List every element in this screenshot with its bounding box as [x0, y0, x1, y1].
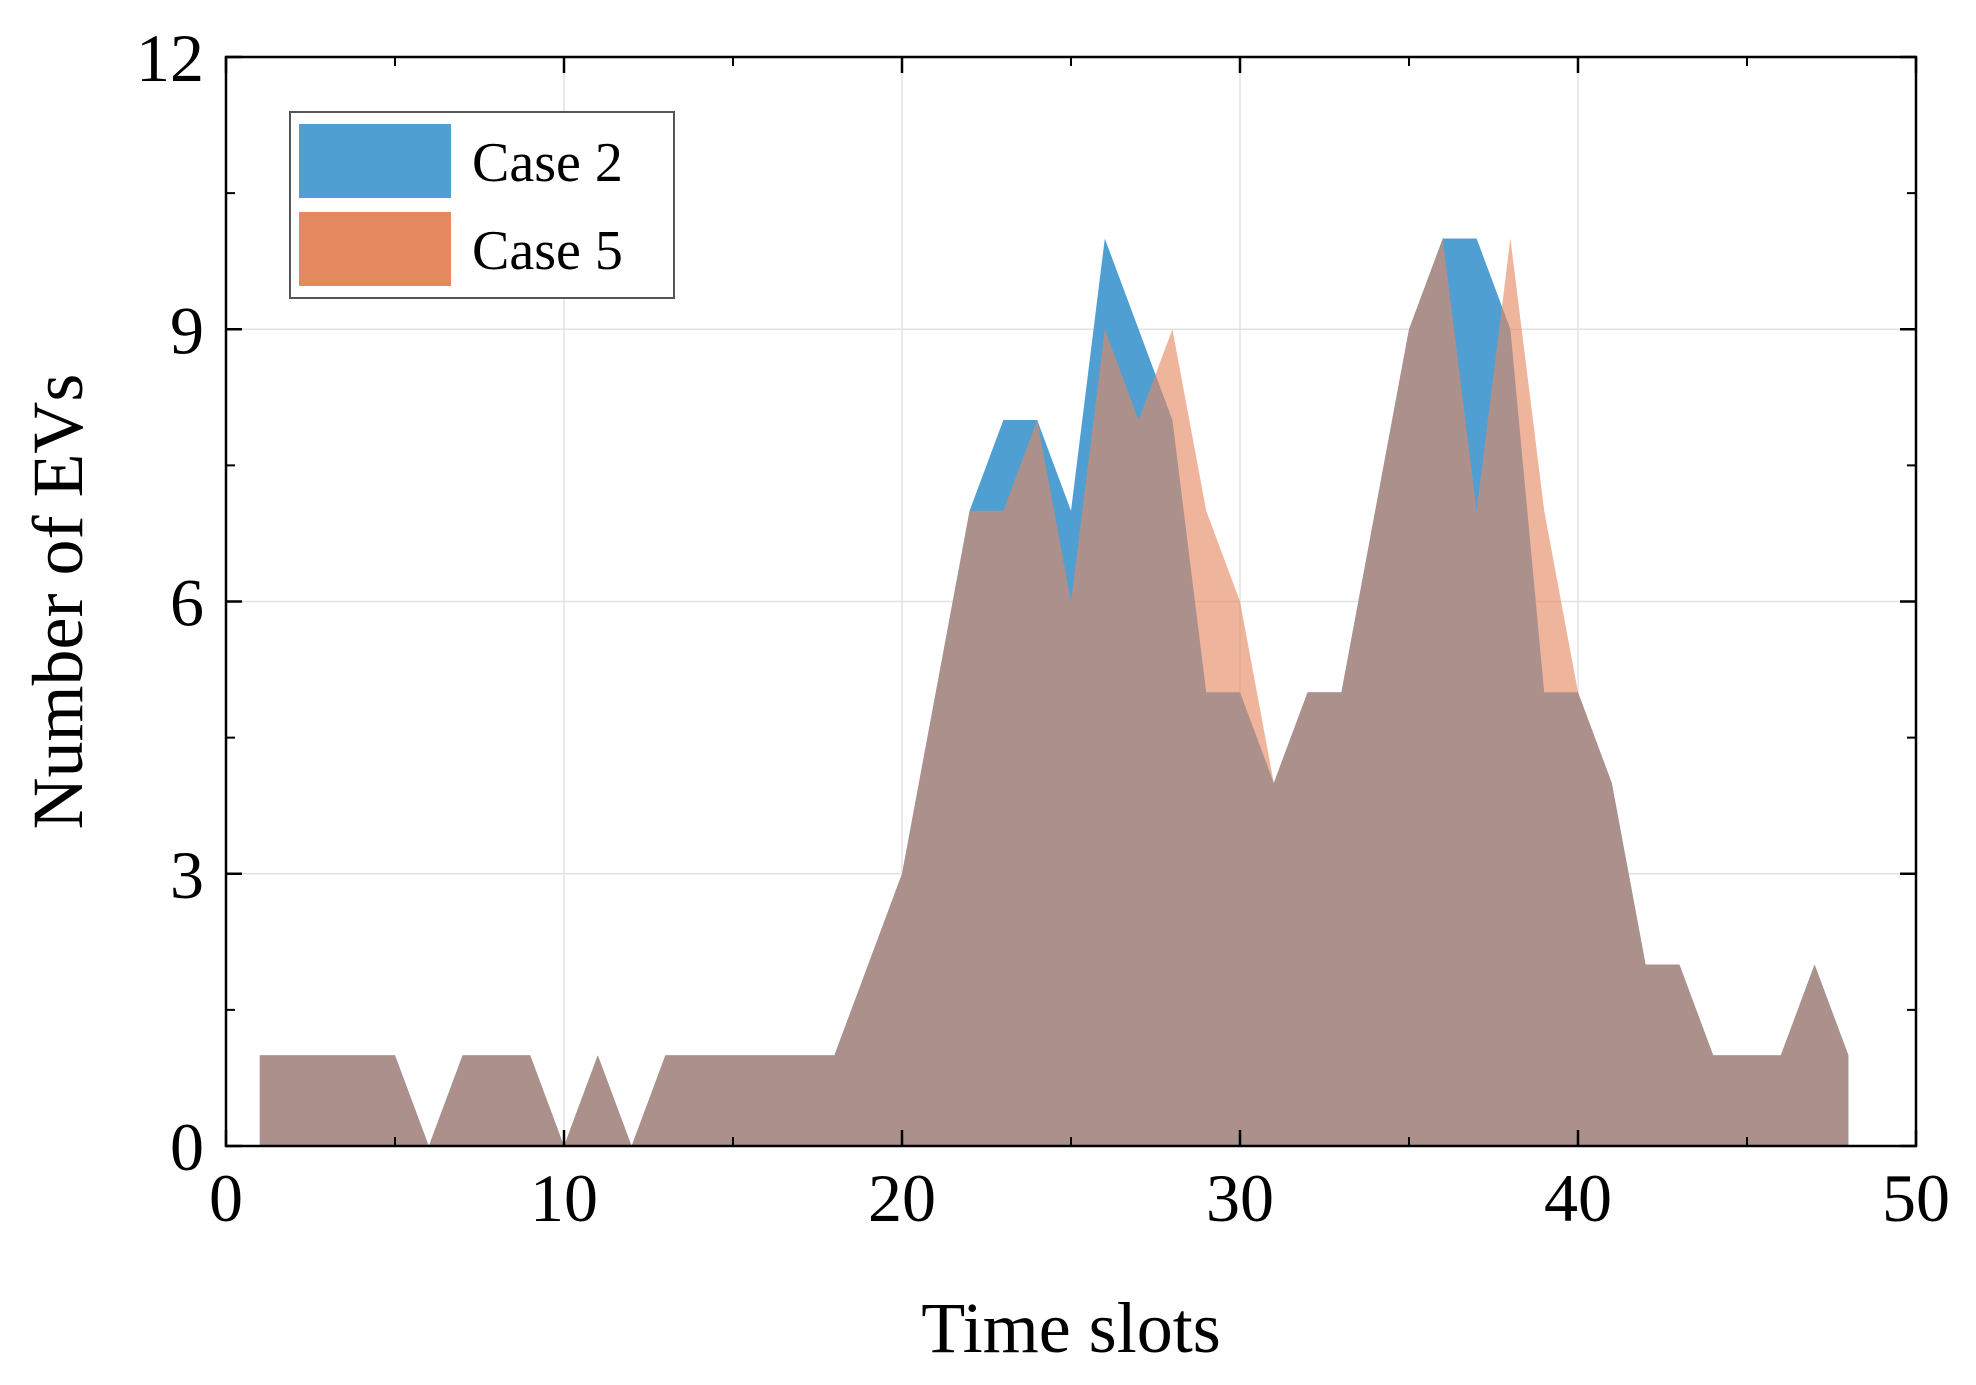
y-tick-label-0: 0: [170, 1109, 204, 1185]
x-tick-label-0: 0: [209, 1160, 243, 1236]
x-tick-label-20: 20: [868, 1160, 936, 1236]
legend-label-case-5: Case 5: [472, 220, 623, 282]
x-tick-label-50: 50: [1882, 1160, 1950, 1236]
y-axis-label: Number of EVs: [18, 374, 98, 830]
legend-swatch-case-2: [299, 124, 451, 198]
legend-swatch-case-5: [299, 212, 451, 286]
x-tick-label-30: 30: [1206, 1160, 1274, 1236]
ticks: [224, 55, 1918, 1148]
x-tick-label-40: 40: [1544, 1160, 1612, 1236]
plot-areas: [259, 238, 1849, 1146]
area-series-case-5: [259, 238, 1849, 1146]
tick-labels: 0 10 20 30 40 50 0 3 6 9 12: [136, 20, 1950, 1236]
y-tick-label-3: 3: [170, 837, 204, 913]
legend-label-case-2: Case 2: [472, 132, 623, 194]
x-axis-label: Time slots: [921, 1288, 1220, 1368]
y-tick-label-12: 12: [136, 20, 204, 96]
legend: Case 2 Case 5: [289, 111, 675, 299]
y-tick-label-6: 6: [170, 565, 204, 641]
y-tick-label-9: 9: [170, 292, 204, 368]
x-tick-label-10: 10: [530, 1160, 598, 1236]
